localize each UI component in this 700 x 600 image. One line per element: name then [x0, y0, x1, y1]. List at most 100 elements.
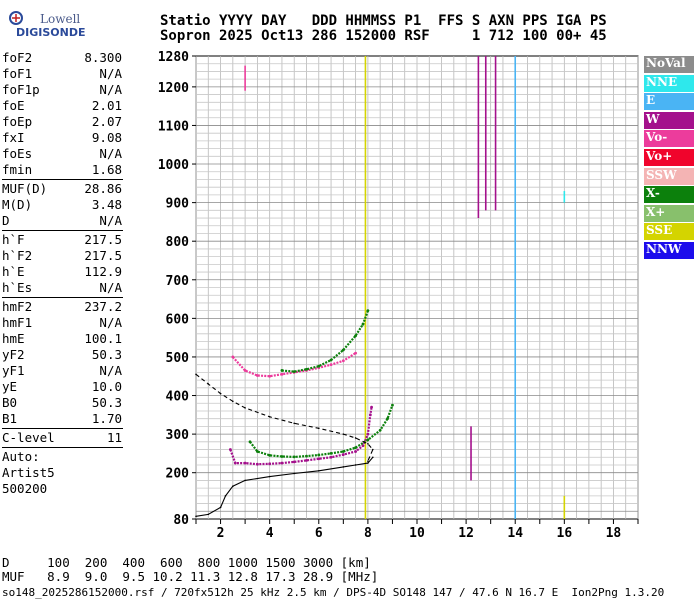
- param-name: D: [2, 213, 10, 228]
- x-tick-label: 10: [409, 526, 425, 541]
- data-point: [354, 446, 358, 450]
- param-name: MUF(D): [2, 181, 48, 196]
- param-name: hmE: [2, 331, 25, 346]
- data-point: [366, 309, 370, 313]
- y-tick-label: 200: [166, 467, 190, 482]
- data-point: [366, 432, 370, 436]
- param-value: 1.68: [91, 162, 122, 177]
- data-point: [386, 417, 389, 421]
- data-point: [372, 456, 374, 459]
- data-point: [317, 453, 321, 457]
- data-point: [232, 400, 234, 403]
- param-name: C-level: [2, 430, 55, 445]
- param-name: hmF1: [2, 315, 33, 330]
- data-point: [280, 455, 284, 458]
- x-tick-label: 4: [266, 526, 274, 541]
- data-point: [367, 460, 369, 462]
- y-tick-label: 1000: [158, 158, 189, 173]
- data-point: [391, 403, 394, 407]
- param-value: N/A: [99, 66, 122, 81]
- data-point: [219, 506, 222, 509]
- y-tick-label: 700: [166, 274, 190, 289]
- param-value: 100.1: [84, 331, 122, 346]
- data-point: [293, 472, 296, 475]
- data-point: [268, 453, 272, 457]
- data-point: [280, 461, 284, 465]
- param-name: h`F: [2, 232, 25, 247]
- data-point: [232, 485, 234, 488]
- data-point: [207, 513, 210, 516]
- autoscaling-info: 500200: [2, 481, 48, 496]
- param-name: yF2: [2, 347, 25, 362]
- data-point: [292, 460, 296, 464]
- data-point: [329, 455, 333, 459]
- param-row: yE 10.0: [2, 379, 122, 395]
- param-value: N/A: [99, 363, 122, 378]
- param-row: yF2 50.3: [2, 347, 122, 363]
- param-value: 237.2: [84, 299, 122, 314]
- data-point: [305, 367, 308, 371]
- param-value: 112.9: [84, 264, 122, 279]
- param-value: N/A: [99, 146, 122, 161]
- legend-item: X-: [644, 186, 694, 204]
- param-value: N/A: [99, 280, 122, 295]
- data-point: [367, 462, 369, 464]
- data-point: [342, 466, 345, 468]
- param-value: N/A: [99, 82, 122, 97]
- x-tick-label: 12: [458, 526, 474, 541]
- data-point: [243, 461, 247, 465]
- y-tick-label: 80: [173, 513, 189, 528]
- y-tick-label: 1280: [158, 50, 189, 65]
- data-point: [305, 454, 308, 458]
- data-point: [293, 422, 296, 425]
- data-point: [361, 444, 365, 448]
- param-value: 50.3: [91, 395, 122, 410]
- param-name: fmin: [2, 162, 33, 177]
- legend-item: NNW: [644, 241, 694, 259]
- param-name: yE: [2, 379, 18, 394]
- data-point: [317, 427, 320, 430]
- data-point: [354, 351, 358, 355]
- legend-item: Vo-: [644, 130, 694, 148]
- param-name: B0: [2, 395, 18, 410]
- param-value: 1.70: [91, 411, 122, 426]
- param-value: 3.48: [91, 197, 122, 212]
- x-tick-label: 6: [315, 526, 323, 541]
- param-row: C-level 11: [2, 430, 122, 446]
- chart-traces: [195, 56, 566, 519]
- legend-item: NoVal: [644, 56, 694, 73]
- param-name: foF1: [2, 66, 33, 81]
- data-point: [228, 448, 232, 451]
- param-row: yF1 N/A: [2, 363, 122, 379]
- logo-line2: DIGISONDE: [16, 26, 86, 39]
- divider: [2, 230, 123, 231]
- param-name: h`F2: [2, 248, 33, 263]
- param-value: N/A: [99, 213, 122, 228]
- param-name: M(D): [2, 197, 33, 212]
- param-value: 11: [106, 430, 122, 445]
- logo-mark-icon: [9, 11, 23, 25]
- param-row: foEp 2.07: [2, 114, 122, 130]
- data-point: [280, 372, 284, 376]
- data-point: [243, 369, 247, 372]
- data-point: [342, 433, 345, 435]
- param-value: 10.0: [91, 379, 122, 394]
- param-name: foE: [2, 98, 25, 113]
- param-value: 217.5: [84, 248, 122, 263]
- header-line1: Statio YYYY DAY DDD HHMMSS P1 FFS S AXN …: [160, 13, 607, 29]
- y-tick-label: 1100: [158, 119, 189, 134]
- param-value: 2.01: [91, 98, 122, 113]
- legend-item: W: [644, 111, 694, 129]
- polarization-legend: NoVal NNE E W Vo- Vo+ SSW X- X+ SSE NNW: [644, 56, 694, 261]
- data-point: [366, 438, 370, 442]
- data-point: [305, 458, 308, 462]
- param-value: 9.08: [91, 130, 122, 145]
- x-tick-label: 14: [507, 526, 523, 541]
- param-row: D N/A: [2, 213, 122, 229]
- y-tick-label: 900: [166, 197, 190, 212]
- y-tick-label: 1200: [158, 81, 189, 96]
- header-line2: Sopron 2025 Oct13 286 152000 RSF 1 712 1…: [160, 28, 607, 44]
- divider: [2, 179, 123, 180]
- param-name: B1: [2, 411, 18, 426]
- param-row: h`E 112.9: [2, 264, 122, 280]
